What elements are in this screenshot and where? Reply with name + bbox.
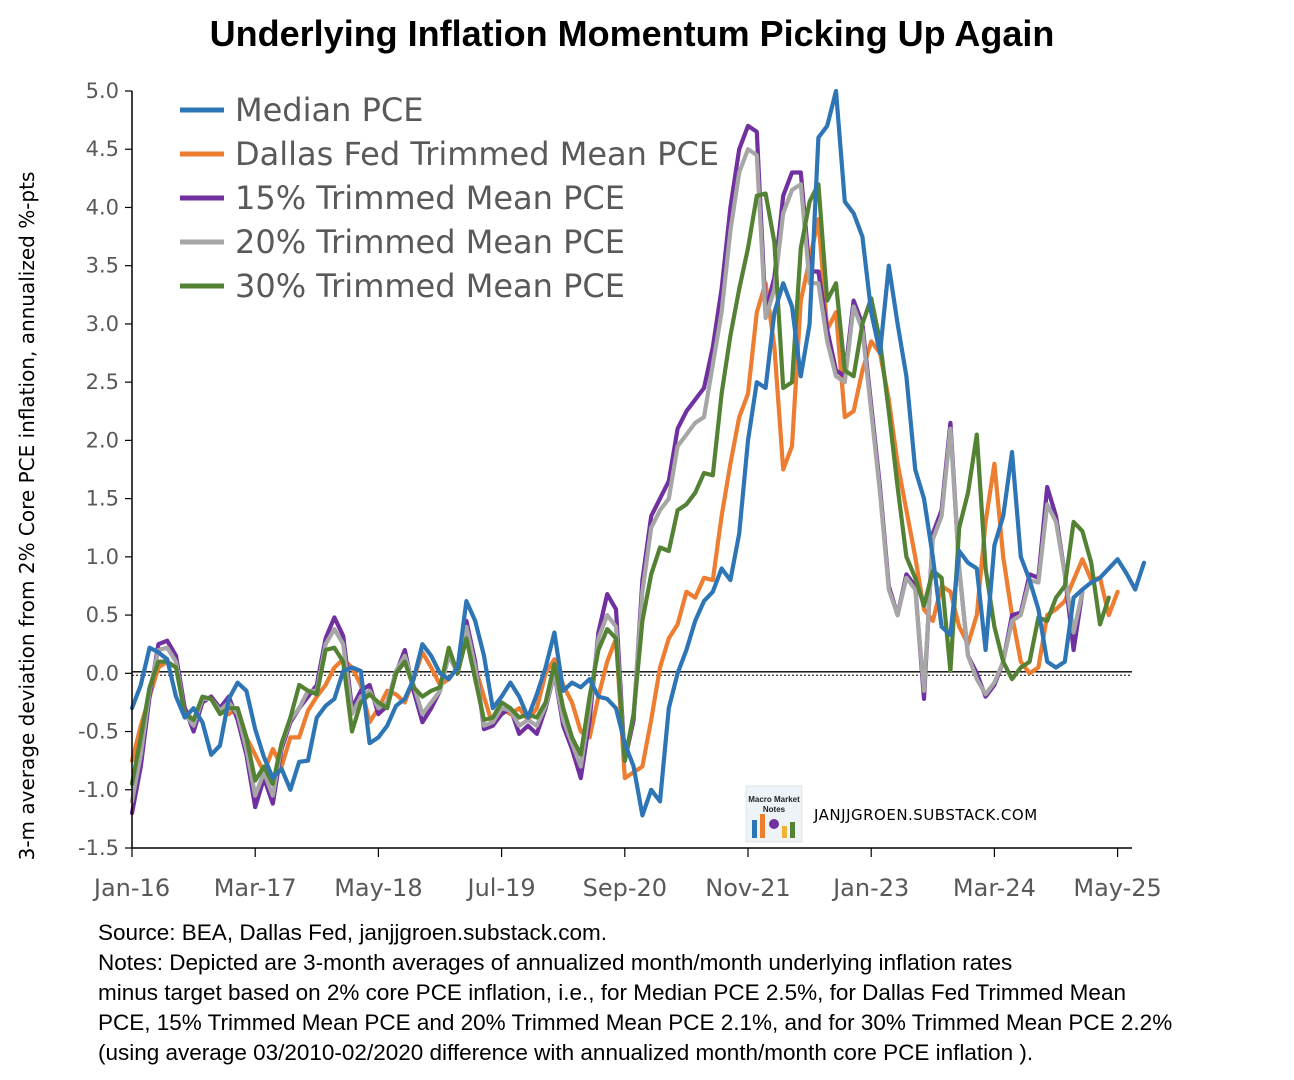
y-tick-label: -1.5 [78, 836, 119, 860]
notes-line: Notes: Depicted are 3-month averages of … [98, 950, 1013, 975]
logo-text-line2: Notes [763, 805, 786, 814]
x-tick-label: Mar-17 [214, 874, 297, 902]
y-tick-label: 4.5 [86, 137, 119, 161]
x-tick-label: May-18 [334, 874, 422, 902]
x-tick-label: Sep-20 [583, 874, 667, 902]
y-tick-label: 5.0 [86, 79, 119, 103]
legend-label: Median PCE [235, 91, 423, 129]
axes [131, 91, 1132, 849]
y-axis-label: 3-m average deviation from 2% Core PCE i… [15, 172, 39, 861]
y-axis-ticks: 5.0 4.5 4.0 3.5 3.0 2.5 2.0 1.5 1.0 0.5 0.0 -0.5 -1.… [78, 79, 132, 860]
x-axis-ticks: Jan-16 Mar-17 May-18 Jul-19 Sep-20 Nov-21 Jan-… [92, 848, 1162, 902]
x-tick-label: Jan-16 [92, 874, 170, 902]
y-tick-label: 0.0 [86, 661, 119, 685]
x-tick-label: Jul-19 [466, 874, 536, 902]
notes-line: (using average 03/2010-02/2020 differenc… [98, 1040, 1034, 1065]
y-tick-label: 1.5 [86, 487, 119, 511]
legend-label: 30% Trimmed Mean PCE [235, 267, 625, 305]
y-tick-label: 2.0 [86, 428, 119, 452]
notes-line: minus target based on 2% core PCE inflat… [98, 980, 1126, 1005]
notes-block: Source: BEA, Dallas Fed, janjjgroen.subs… [98, 918, 1288, 1068]
y-tick-label: 3.0 [86, 312, 119, 336]
logo-bar-icon [782, 826, 787, 838]
x-tick-label: May-25 [1073, 874, 1161, 902]
logo-bar-icon [752, 820, 757, 838]
y-tick-label: -1.0 [78, 778, 119, 802]
y-tick-label: 1.0 [86, 545, 119, 569]
x-tick-label: Nov-21 [705, 874, 790, 902]
legend: Median PCE Dallas Fed Trimmed Mean PCE 15%… [180, 91, 719, 305]
logo-text-line1: Macro Market [748, 795, 800, 804]
y-tick-label: -0.5 [78, 720, 119, 744]
series-line-30-trimmed-mean-pce [129, 182, 1111, 787]
y-tick-label: 0.5 [86, 603, 119, 627]
x-tick-label: Mar-24 [953, 874, 1036, 902]
y-tick-label: 3.5 [86, 254, 119, 278]
logo-bar-icon [790, 822, 795, 838]
legend-label: 15% Trimmed Mean PCE [235, 179, 625, 217]
chart-title: Underlying Inflation Momentum Picking Up… [210, 13, 1055, 54]
watermark: JANJJGROEN.SUBSTACK.COM [813, 806, 1038, 824]
logo-bar-icon [760, 814, 765, 838]
notes-line: PCE, 15% Trimmed Mean PCE and 20% Trimme… [98, 1010, 1173, 1035]
x-tick-label: Jan-23 [831, 874, 909, 902]
y-tick-label: 2.5 [86, 370, 119, 394]
chart: Underlying Inflation Momentum Picking Up… [15, 13, 1162, 902]
legend-label: 20% Trimmed Mean PCE [235, 223, 625, 261]
logo-person-icon [769, 819, 779, 829]
legend-label: Dallas Fed Trimmed Mean PCE [235, 135, 719, 173]
macro-market-notes-logo: Macro Market Notes [745, 785, 803, 843]
zero-reference-line [132, 671, 1132, 676]
y-tick-label: 4.0 [86, 195, 119, 219]
source-line: Source: BEA, Dallas Fed, janjjgroen.subs… [98, 920, 607, 945]
series-line-median-pce [129, 88, 1147, 818]
series-lines [129, 88, 1147, 818]
